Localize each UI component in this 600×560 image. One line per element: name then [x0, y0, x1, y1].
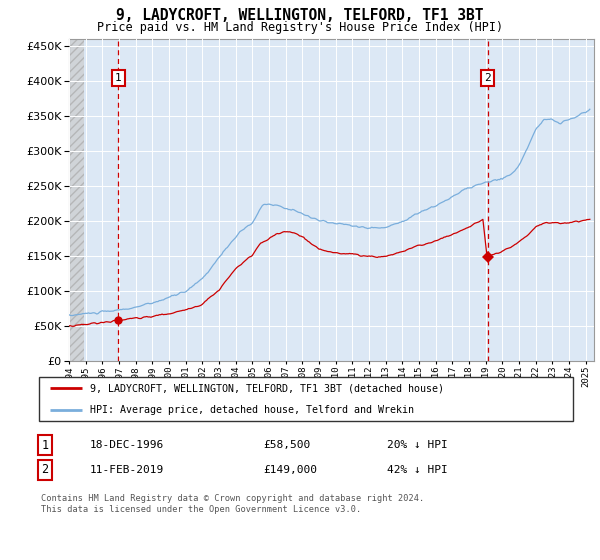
Text: 1: 1 — [41, 438, 49, 451]
Text: Contains HM Land Registry data © Crown copyright and database right 2024.
This d: Contains HM Land Registry data © Crown c… — [41, 494, 425, 514]
Text: £149,000: £149,000 — [263, 465, 317, 475]
Text: 11-FEB-2019: 11-FEB-2019 — [90, 465, 164, 475]
Text: HPI: Average price, detached house, Telford and Wrekin: HPI: Average price, detached house, Telf… — [90, 405, 414, 415]
FancyBboxPatch shape — [39, 377, 574, 421]
Text: 2: 2 — [484, 73, 491, 83]
Text: 9, LADYCROFT, WELLINGTON, TELFORD, TF1 3BT: 9, LADYCROFT, WELLINGTON, TELFORD, TF1 3… — [116, 8, 484, 24]
Text: 20% ↓ HPI: 20% ↓ HPI — [387, 440, 448, 450]
Text: 18-DEC-1996: 18-DEC-1996 — [90, 440, 164, 450]
Text: Price paid vs. HM Land Registry's House Price Index (HPI): Price paid vs. HM Land Registry's House … — [97, 21, 503, 34]
Text: 42% ↓ HPI: 42% ↓ HPI — [387, 465, 448, 475]
Bar — [69, 39, 85, 361]
Text: 9, LADYCROFT, WELLINGTON, TELFORD, TF1 3BT (detached house): 9, LADYCROFT, WELLINGTON, TELFORD, TF1 3… — [90, 383, 444, 393]
Text: £58,500: £58,500 — [263, 440, 310, 450]
Text: 1: 1 — [115, 73, 122, 83]
Text: 2: 2 — [41, 464, 49, 477]
